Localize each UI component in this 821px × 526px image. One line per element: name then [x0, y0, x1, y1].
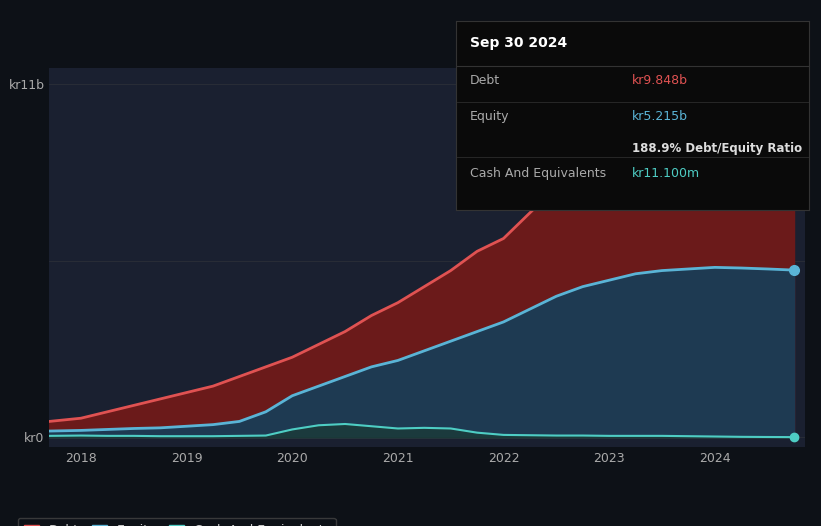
Text: kr9.848b: kr9.848b [632, 74, 688, 87]
Text: kr5.215b: kr5.215b [632, 110, 688, 123]
Text: 188.9% Debt/Equity Ratio: 188.9% Debt/Equity Ratio [632, 142, 802, 155]
Text: Debt: Debt [470, 74, 500, 87]
Text: Sep 30 2024: Sep 30 2024 [470, 36, 567, 50]
Text: kr11.100m: kr11.100m [632, 167, 700, 180]
Text: Cash And Equivalents: Cash And Equivalents [470, 167, 606, 180]
Legend: Debt, Equity, Cash And Equivalents: Debt, Equity, Cash And Equivalents [18, 518, 336, 526]
Text: Equity: Equity [470, 110, 509, 123]
